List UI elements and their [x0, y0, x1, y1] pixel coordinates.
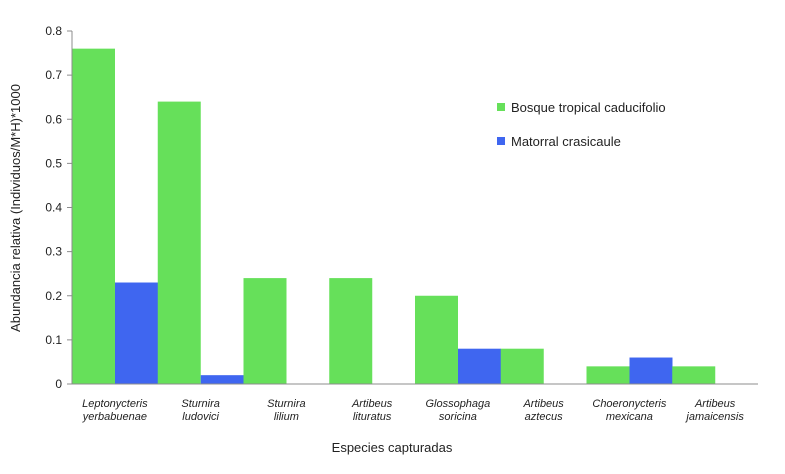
bar-bosque [157, 101, 201, 384]
bar-matorral [115, 282, 158, 384]
x-tick-label-line: Artibeus [522, 398, 564, 410]
y-tick-label: 0 [55, 377, 62, 391]
x-tick-label-line: Sturnira [181, 398, 220, 410]
legend: Bosque tropical caducifolio Matorral cra… [497, 100, 666, 149]
bar-matorral [458, 348, 501, 384]
x-tick-label: Artibeus lituratus [351, 398, 393, 423]
x-tick-label-line: Glossophaga [425, 398, 490, 410]
bar-bosque [500, 348, 544, 384]
x-tick-label: Sturnira ludovici [181, 398, 220, 423]
y-tick-label: 0.7 [45, 68, 62, 82]
y-tick-label: 0.1 [45, 333, 62, 347]
y-tick-label: 0.8 [45, 24, 62, 38]
y-tick-label: 0.5 [45, 156, 62, 170]
y-tick-label: 0.4 [45, 201, 62, 215]
bar-bosque [72, 48, 115, 385]
x-tick-label-line: soricina [439, 411, 477, 423]
x-tick-label-line: Artibeus [694, 398, 736, 410]
legend-swatch-matorral [497, 137, 505, 145]
x-tick-label: Glossophaga soricina [425, 398, 490, 423]
bar-bosque [329, 278, 373, 384]
x-tick-label-line: aztecus [525, 411, 563, 423]
y-ticks-group: 0 0.1 0.2 0.3 0.4 0.5 0.6 0.7 0.8 [45, 24, 72, 391]
x-tick-label: Sturnira lilium [267, 398, 306, 423]
x-tick-label-line: ludovici [182, 411, 219, 423]
y-tick-label: 0.2 [45, 289, 62, 303]
legend-swatch-bosque [497, 103, 505, 111]
x-tick-label-line: lituratus [353, 411, 392, 423]
x-tick-label-line: Choeronycteris [592, 398, 666, 410]
y-tick-label: 0.6 [45, 112, 62, 126]
x-tick-label: Artibeus aztecus [522, 398, 564, 423]
x-tick-label-line: mexicana [606, 411, 653, 423]
bar-bosque [243, 278, 287, 384]
x-tick-label-line: jamaicensis [684, 411, 744, 423]
x-tick-label: Leptonycteris yerbabuenae [82, 398, 148, 423]
y-axis-title: Abundancia relativa (Individuos/M*H)*100… [8, 84, 23, 332]
x-tick-label-line: yerbabuenae [82, 411, 147, 423]
x-tick-label-line: Sturnira [267, 398, 306, 410]
bar-bosque [415, 295, 458, 384]
bar-matorral [200, 375, 244, 384]
y-tick-label: 0.3 [45, 245, 62, 259]
bar-matorral [629, 357, 673, 384]
x-tick-label-line: lilium [274, 411, 299, 423]
legend-label-bosque: Bosque tropical caducifolio [511, 100, 666, 115]
x-axis-title: Especies capturadas [332, 440, 453, 455]
legend-label-matorral: Matorral crasicaule [511, 134, 621, 149]
x-tick-label-line: Leptonycteris [82, 398, 148, 410]
x-tick-label: Choeronycteris mexicana [592, 398, 666, 423]
bar-bosque [672, 366, 716, 384]
x-tick-label: Artibeus jamaicensis [684, 398, 744, 423]
bars-group [72, 48, 716, 385]
bar-bosque [586, 366, 630, 384]
x-tick-label-line: Artibeus [351, 398, 393, 410]
